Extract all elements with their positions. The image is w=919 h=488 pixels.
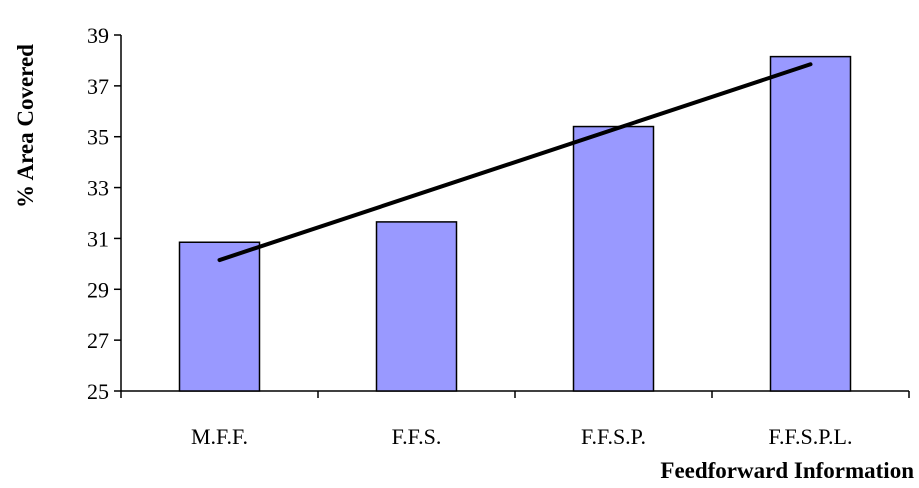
y-tick-label: 31 bbox=[87, 226, 109, 251]
y-tick-label: 25 bbox=[87, 379, 109, 404]
y-tick-label: 29 bbox=[87, 277, 109, 302]
trendline-group bbox=[217, 62, 813, 263]
bar-3 bbox=[572, 125, 655, 392]
y-axis-ticks: 25 27 29 31 33 35 37 39 bbox=[87, 23, 121, 404]
bars-group bbox=[178, 55, 852, 392]
y-tick-label: 27 bbox=[87, 328, 109, 353]
y-tick-label: 39 bbox=[87, 23, 109, 48]
y-tick-label: 33 bbox=[87, 176, 109, 201]
trendline bbox=[217, 62, 813, 263]
x-axis-ticks: M.F.F. F.F.S. F.F.S.P. F.F.S.P.L. bbox=[120, 391, 910, 449]
x-tick-label: F.F.S.P. bbox=[581, 424, 646, 449]
x-axis-title: Feedforward Information bbox=[660, 458, 914, 483]
y-tick-label: 35 bbox=[87, 125, 109, 150]
bar-4 bbox=[769, 55, 852, 392]
y-tick-label: 37 bbox=[87, 74, 109, 99]
x-tick-label: M.F.F. bbox=[191, 424, 248, 449]
x-tick-label: F.F.S. bbox=[392, 424, 442, 449]
bar-1 bbox=[178, 241, 261, 392]
x-tick-label: F.F.S.P.L. bbox=[769, 424, 853, 449]
bar-2 bbox=[375, 221, 458, 392]
y-axis-title: % Area Covered bbox=[13, 44, 38, 208]
